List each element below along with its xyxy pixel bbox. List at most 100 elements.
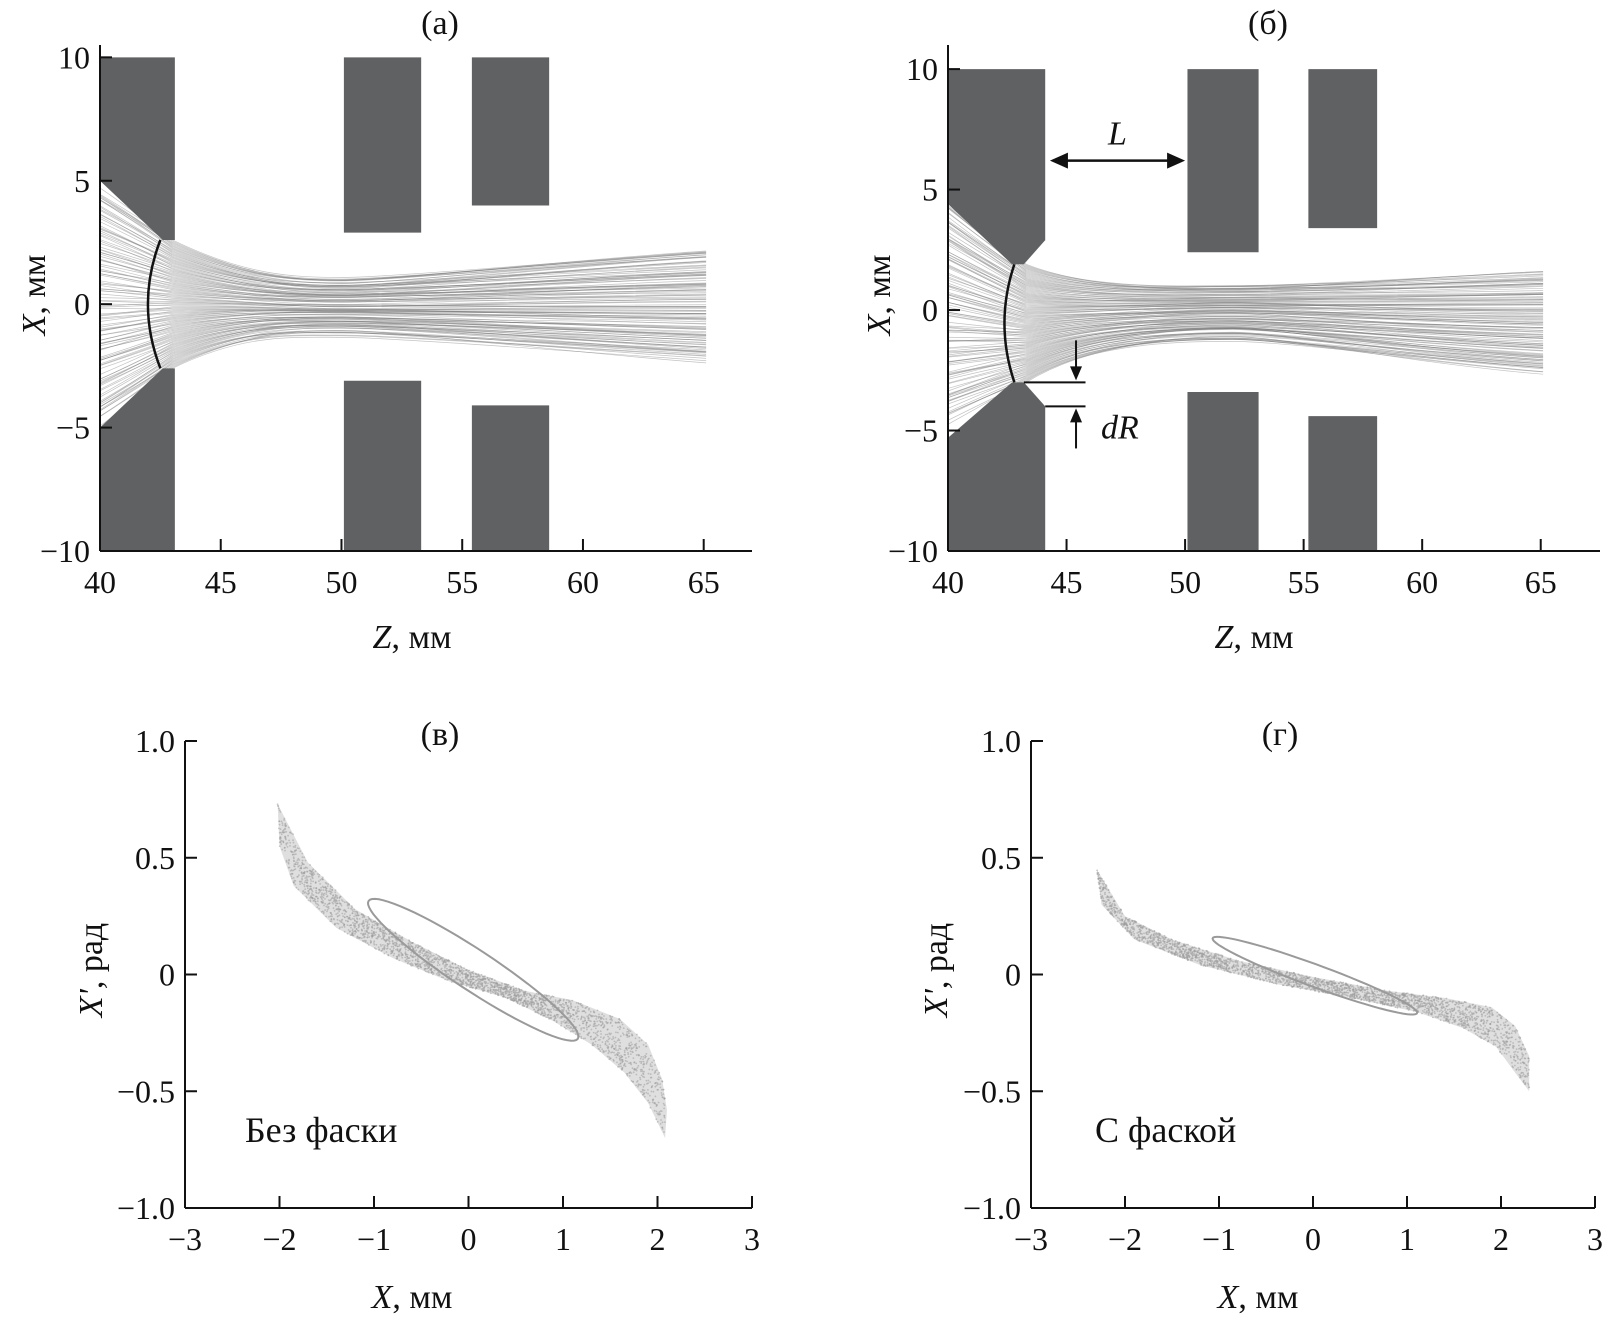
phase-point <box>294 846 296 848</box>
phase-point <box>427 949 430 952</box>
phase-point <box>1130 931 1133 934</box>
phase-point <box>508 992 510 994</box>
phase-point <box>314 900 317 903</box>
phase-point <box>289 831 292 834</box>
phase-point <box>297 857 300 860</box>
phase-point <box>1154 933 1157 936</box>
phase-point <box>446 979 448 981</box>
phase-point <box>1421 1010 1424 1012</box>
phase-point <box>464 969 467 972</box>
phase-point <box>494 990 496 993</box>
phase-point <box>401 956 404 959</box>
phase-point <box>1143 935 1146 938</box>
phase-point <box>1471 1026 1474 1029</box>
phase-point <box>452 970 455 972</box>
phase-point <box>581 1006 584 1008</box>
phase-point <box>1427 1012 1430 1015</box>
phase-point <box>1509 1040 1512 1043</box>
phase-point <box>593 1011 595 1014</box>
phase-point <box>1508 1046 1510 1049</box>
phase-point <box>444 978 446 981</box>
phase-point <box>426 967 428 970</box>
phase-point <box>532 1001 535 1004</box>
electrode-2-top <box>471 57 550 206</box>
trajectory-line <box>948 227 1544 292</box>
trajectory-line <box>948 265 1544 304</box>
phase-point <box>647 1079 650 1082</box>
trajectory-line <box>948 222 1544 291</box>
phase-point <box>354 923 357 925</box>
phase-point <box>1399 1006 1402 1008</box>
phase-point <box>466 975 469 978</box>
phase-point <box>443 959 446 961</box>
phase-point <box>285 859 288 862</box>
phase-point <box>1483 1011 1486 1014</box>
phase-point <box>568 1024 570 1027</box>
trajectory-line <box>100 327 707 387</box>
phase-point <box>649 1054 652 1057</box>
phase-point <box>1344 993 1346 996</box>
phase-point <box>306 879 309 882</box>
emitter-bottom <box>100 368 175 551</box>
phase-point <box>1398 1001 1401 1004</box>
phase-point <box>351 933 354 936</box>
phase-point <box>607 1040 609 1043</box>
phase-point <box>462 969 465 972</box>
phase-point <box>620 1021 623 1024</box>
phase-point <box>1503 1052 1506 1055</box>
phase-point <box>369 942 372 944</box>
phase-point <box>417 967 420 970</box>
phase-point <box>1275 983 1278 985</box>
trajectory-line <box>100 265 707 302</box>
phase-point <box>633 1061 636 1064</box>
phase-point <box>540 1007 543 1009</box>
phase-point <box>1446 1016 1449 1018</box>
phase-point <box>569 1030 572 1033</box>
phase-point <box>1187 954 1190 957</box>
phase-point <box>422 954 425 957</box>
trajectory-line <box>100 317 707 361</box>
phase-point <box>333 899 336 901</box>
phase-point <box>1214 955 1216 958</box>
phase-point <box>469 974 472 977</box>
phase-point <box>1371 990 1373 993</box>
phase-point <box>568 1027 571 1030</box>
phase-point <box>620 1054 622 1057</box>
phase-point <box>499 987 501 989</box>
phase-point <box>1161 935 1163 938</box>
phase-point <box>321 895 323 898</box>
phase-point <box>615 1044 617 1047</box>
phase-point <box>285 860 288 863</box>
phase-point <box>292 856 295 859</box>
phase-point <box>366 925 368 928</box>
phase-point <box>331 886 333 889</box>
phase-point <box>1514 1031 1517 1034</box>
phase-point <box>349 914 351 917</box>
phase-point <box>395 957 398 960</box>
phase-point <box>583 1027 586 1029</box>
phase-point <box>1510 1056 1512 1059</box>
phase-point <box>321 885 324 888</box>
y-tick-label: −5 <box>904 413 938 449</box>
phase-point <box>311 892 313 895</box>
phase-point <box>469 972 471 975</box>
x-tick-label: 65 <box>1525 564 1557 600</box>
phase-point <box>1513 1051 1515 1053</box>
phase-point <box>636 1033 638 1036</box>
phase-point <box>1317 977 1320 980</box>
phase-point <box>595 1018 598 1020</box>
phase-point <box>440 968 442 971</box>
phase-point <box>1171 946 1173 949</box>
trajectory-line <box>100 235 707 296</box>
phase-point <box>303 872 305 875</box>
phase-point <box>603 1050 606 1053</box>
trajectory-line <box>948 317 1544 349</box>
phase-point <box>600 1024 603 1027</box>
phase-point <box>573 1014 575 1017</box>
phase-point <box>589 1036 592 1038</box>
x-tick-label: 65 <box>688 564 720 600</box>
phase-point <box>565 1003 568 1006</box>
phase-point <box>514 989 517 992</box>
phase-point <box>1153 942 1155 944</box>
x-axis-variable: Z <box>373 619 393 656</box>
